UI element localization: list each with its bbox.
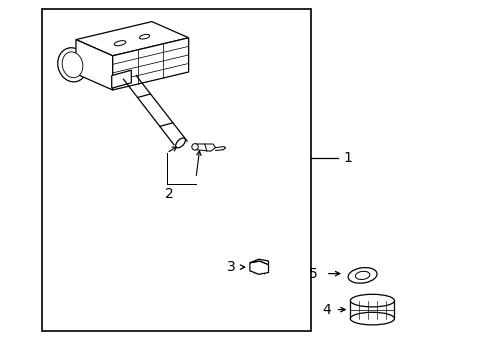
Ellipse shape	[62, 52, 83, 78]
Polygon shape	[112, 70, 131, 88]
Text: 2: 2	[165, 188, 173, 201]
Ellipse shape	[355, 271, 370, 279]
Ellipse shape	[58, 48, 87, 82]
Polygon shape	[76, 22, 189, 56]
Text: 5: 5	[309, 267, 318, 280]
Ellipse shape	[348, 267, 377, 283]
Polygon shape	[194, 144, 216, 151]
Bar	[42, 9, 311, 331]
Text: 1: 1	[343, 152, 352, 165]
Ellipse shape	[192, 144, 198, 150]
Ellipse shape	[350, 294, 394, 307]
Ellipse shape	[176, 138, 185, 148]
Ellipse shape	[139, 35, 150, 39]
Polygon shape	[113, 38, 189, 90]
Polygon shape	[350, 301, 394, 319]
Text: 4: 4	[322, 303, 331, 316]
Polygon shape	[250, 259, 269, 265]
Polygon shape	[76, 40, 113, 90]
Text: 3: 3	[226, 260, 235, 274]
Polygon shape	[250, 261, 269, 274]
Ellipse shape	[350, 312, 394, 325]
Ellipse shape	[114, 41, 126, 46]
